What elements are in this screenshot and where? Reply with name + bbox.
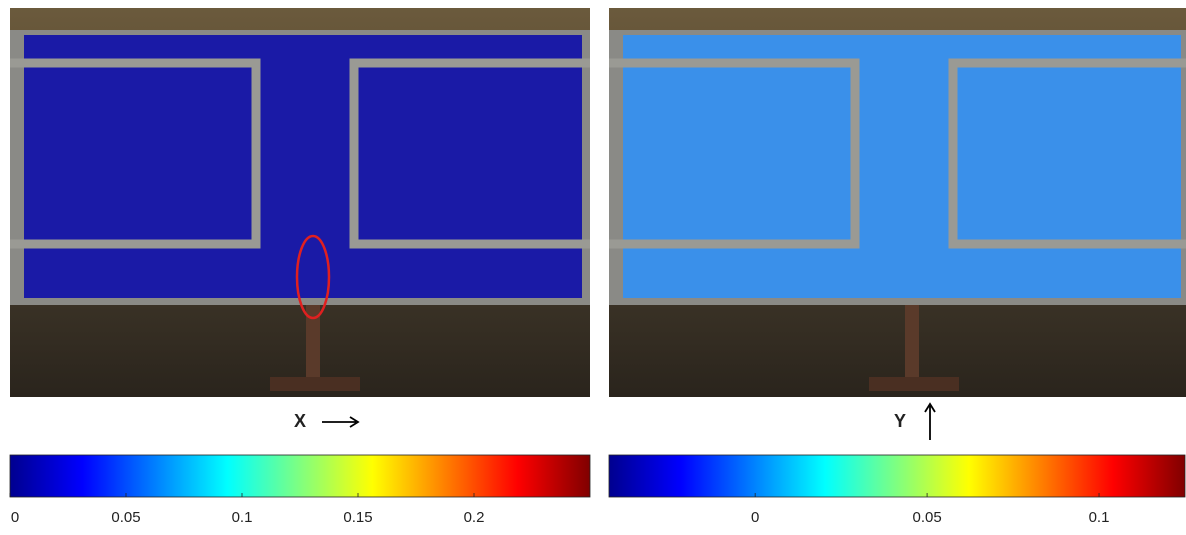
figure: X Y 0 0.05 0.1 0.15 0.2 0 0.05 0.1 <box>0 0 1186 530</box>
tick-label: 0.1 <box>232 509 253 526</box>
tick-label: 0.2 <box>464 509 485 526</box>
axis-label: Y <box>894 411 906 431</box>
tick-label: 0.15 <box>343 509 372 526</box>
tick-label: 0 <box>11 509 19 526</box>
page: {"panels": [ {"label": "X", "colorbar": … <box>0 0 1186 530</box>
axis-label: X <box>294 411 306 431</box>
colorbar <box>10 455 590 497</box>
tick-label: 0.05 <box>912 509 941 526</box>
tick-label: 0.1 <box>1089 509 1110 526</box>
tick-label: 0 <box>751 509 759 526</box>
tick-label: 0.05 <box>111 509 140 526</box>
colorbar <box>609 455 1185 497</box>
arrow <box>322 417 358 427</box>
left-image <box>10 8 590 397</box>
arrow <box>925 404 935 440</box>
right-image <box>609 8 1186 397</box>
